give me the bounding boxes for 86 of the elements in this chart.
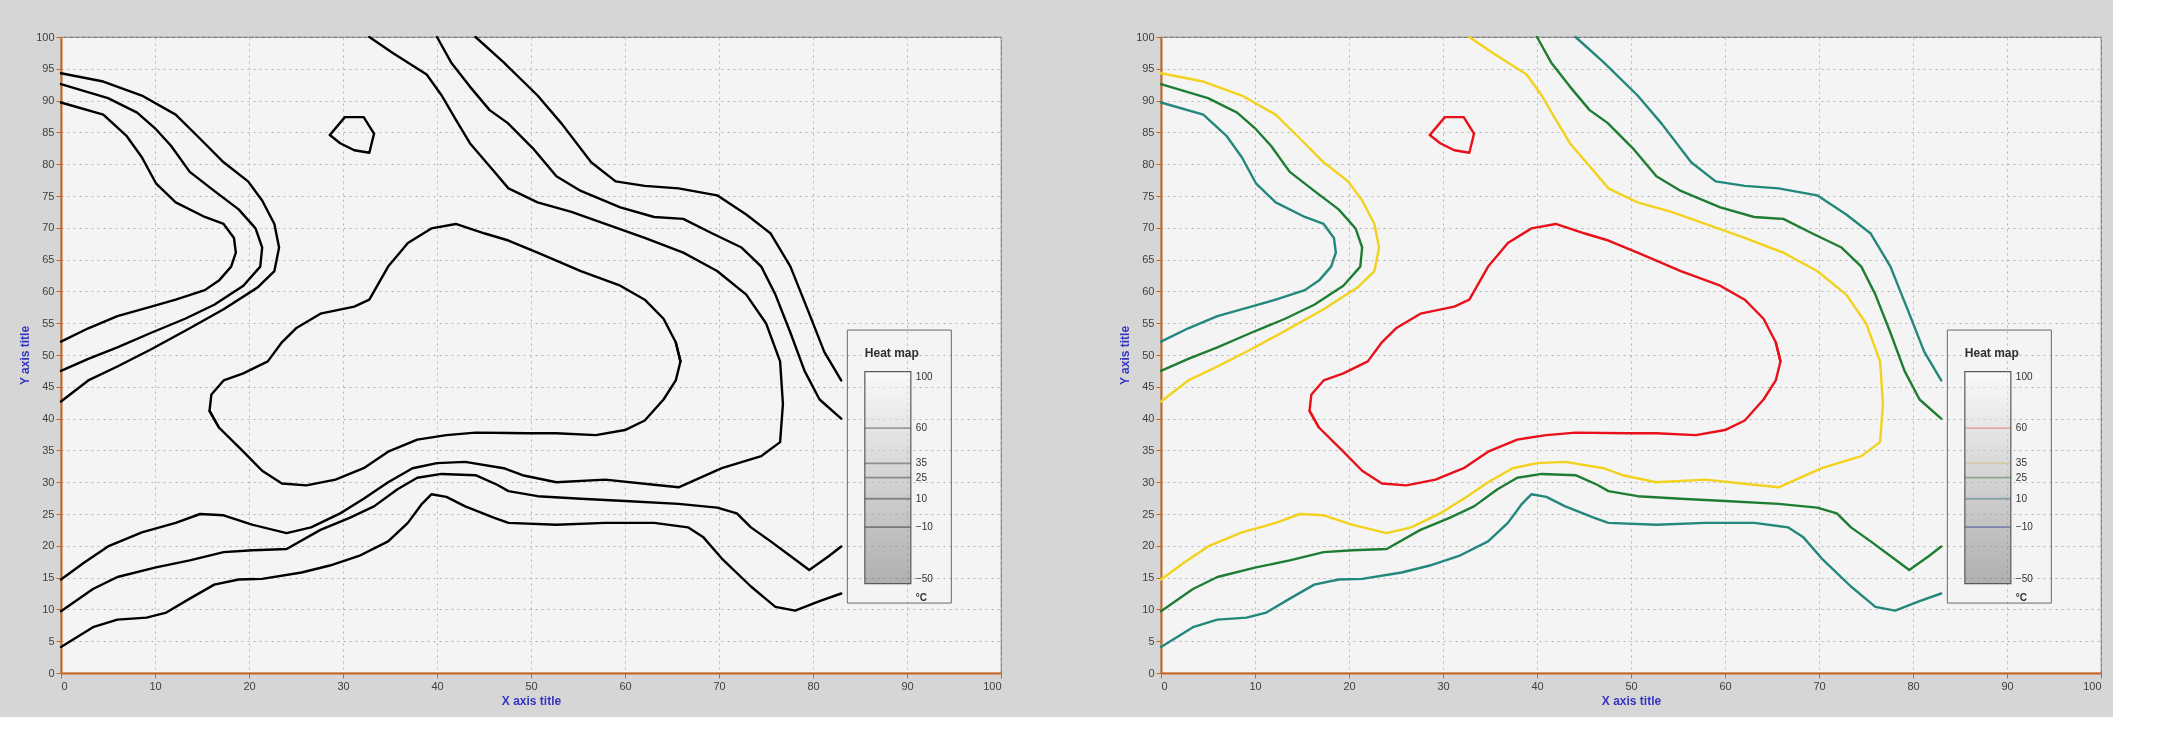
color-bar-label: −50 [2015,572,2034,584]
color-bar-label: −50 [915,572,934,584]
x-tick-label: 80 [807,679,820,692]
y-tick-label: 25 [1142,507,1155,520]
legend-title: Heat map [1964,345,2019,360]
color-bar-title: °C [915,591,928,603]
y-tick-label: 0 [48,666,55,679]
y-tick-label: 30 [42,475,55,488]
color-bar-label: −10 [915,521,934,533]
y-tick-label: 75 [1142,189,1155,202]
x-axis-title: X axis title [501,693,562,708]
y-tick-label: 20 [42,539,55,552]
y-tick-label: 60 [1142,284,1155,297]
x-tick-label: 20 [243,679,256,692]
y-tick-label: 15 [42,571,55,584]
color-bar-label: 10 [915,492,928,504]
y-tick-label: 85 [42,125,55,138]
x-tick-label: 50 [525,679,538,692]
y-tick-label: 40 [42,412,55,425]
y-tick-label: 70 [42,221,55,234]
x-tick-label: 20 [1343,679,1356,692]
y-tick-label: 55 [42,316,55,329]
y-tick-label: 75 [42,189,55,202]
y-tick-label: 45 [1142,380,1155,393]
x-tick-label: 70 [713,679,726,692]
y-tick-label: 85 [1142,125,1155,138]
y-tick-label: 35 [42,443,55,456]
y-tick-label: 5 [1148,634,1155,647]
color-bar-label: 60 [915,422,928,434]
y-tick-label: 95 [42,62,55,75]
color-bar-label: 35 [2015,457,2028,469]
y-tick-label: 65 [1142,253,1155,266]
x-tick-label: 0 [1161,679,1168,692]
y-tick-label: 60 [42,284,55,297]
color-bar-label: 25 [2015,471,2028,483]
color-bar-label: 25 [915,471,928,483]
x-tick-label: 60 [619,679,632,692]
x-tick-label: 0 [61,679,68,692]
y-tick-label: 50 [1142,348,1155,361]
x-axis-title: X axis title [1601,693,1662,708]
y-tick-label: 25 [42,507,55,520]
y-tick-label: 20 [1142,539,1155,552]
x-tick-label: 70 [1813,679,1826,692]
y-tick-label: 30 [1142,475,1155,488]
y-tick-label: 45 [42,380,55,393]
color-bar-title: °C [2015,591,2028,603]
y-tick-label: 35 [1142,443,1155,456]
y-tick-label: 5 [48,634,55,647]
color-bar-label: 35 [915,457,928,469]
x-tick-label: 90 [2001,679,2014,692]
x-tick-label: 10 [1249,679,1262,692]
y-tick-label: 10 [1142,602,1155,615]
y-axis-title: Y axis title [18,325,33,386]
legend-title: Heat map [864,345,919,360]
y-tick-label: 100 [1136,30,1155,43]
x-tick-label: 40 [431,679,444,692]
y-tick-label: 40 [1142,412,1155,425]
y-tick-label: 90 [1142,94,1155,107]
x-tick-label: 10 [149,679,162,692]
x-tick-label: 90 [901,679,914,692]
y-tick-label: 80 [42,157,55,170]
y-tick-label: 95 [1142,62,1155,75]
x-tick-label: 80 [1907,679,1920,692]
y-tick-label: 70 [1142,221,1155,234]
color-bar-label: 10 [2015,492,2028,504]
x-tick-label: 100 [983,679,1002,692]
y-axis-title: Y axis title [1118,325,1133,386]
y-tick-label: 55 [1142,316,1155,329]
y-tick-label: 15 [1142,571,1155,584]
y-tick-label: 50 [42,348,55,361]
x-tick-label: 30 [337,679,350,692]
x-tick-label: 100 [2083,679,2102,692]
y-tick-label: 0 [1148,666,1155,679]
x-tick-label: 30 [1437,679,1450,692]
x-tick-label: 50 [1625,679,1638,692]
color-bar-label: −10 [2015,521,2034,533]
color-bar-label: 100 [2015,370,2033,382]
y-tick-label: 80 [1142,157,1155,170]
x-tick-label: 60 [1719,679,1732,692]
y-tick-label: 65 [42,253,55,266]
x-tick-label: 40 [1531,679,1544,692]
color-bar-label: 60 [2015,422,2028,434]
y-tick-label: 90 [42,94,55,107]
y-tick-label: 10 [42,602,55,615]
color-bar-label: 100 [915,370,933,382]
y-tick-label: 100 [36,30,55,43]
